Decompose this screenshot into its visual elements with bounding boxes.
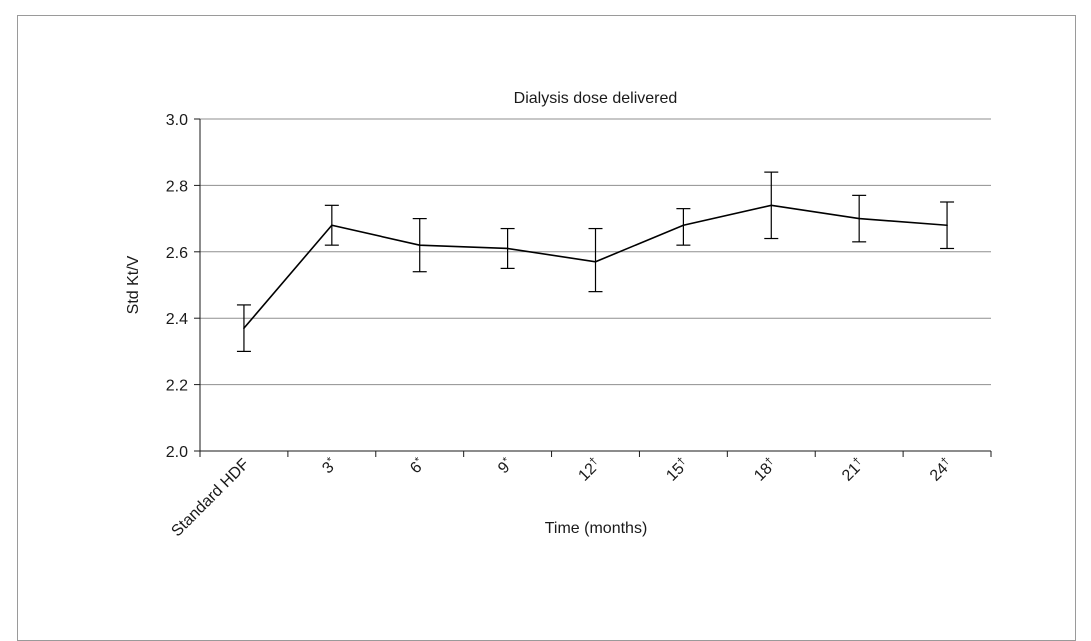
- data-point: [331, 224, 333, 227]
- y-tick-label: 2.4: [166, 311, 188, 328]
- y-tick-label: 2.8: [166, 178, 188, 195]
- x-tick-label: 18†: [750, 455, 780, 485]
- gridlines: [200, 118, 991, 386]
- data-point: [858, 217, 860, 220]
- x-tick-label: Standard HDF: [168, 456, 252, 540]
- data-point: [770, 204, 773, 207]
- x-tick-label: 9*: [494, 455, 517, 478]
- data-point: [682, 224, 685, 227]
- data-point: [946, 224, 948, 227]
- x-axis-label: Time (months): [545, 520, 648, 537]
- data-point: [243, 327, 245, 329]
- data-point: [506, 247, 509, 250]
- x-tick-label: 6*: [406, 455, 429, 478]
- x-tick-label: 3*: [319, 455, 342, 478]
- axes: [194, 118, 992, 457]
- y-tick-label: 3.0: [166, 112, 188, 129]
- data-point: [594, 260, 597, 263]
- y-tick-labels: 2.0 2.2 2.4 2.6 2.8 3.0: [166, 112, 188, 461]
- y-tick-label: 2.0: [166, 444, 188, 461]
- x-tick-label: 12†: [575, 455, 605, 485]
- data-point: [418, 244, 421, 246]
- y-tick-label: 2.2: [166, 378, 188, 395]
- x-tick-label: 24†: [926, 455, 956, 485]
- y-axis-label: Std Kt/V: [125, 255, 142, 314]
- x-tick-label: 21†: [838, 455, 868, 485]
- x-tick-label: 15†: [663, 455, 693, 485]
- chart-title: Dialysis dose delivered: [514, 90, 678, 107]
- x-tick-text: Standard HDF: [168, 456, 252, 540]
- series-line-group: [243, 204, 948, 329]
- y-tick-label: 2.6: [166, 245, 188, 262]
